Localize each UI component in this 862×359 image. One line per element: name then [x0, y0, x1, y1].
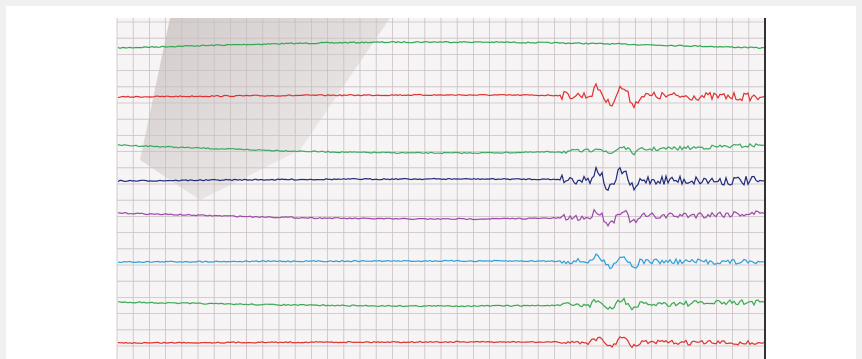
paper-grid [117, 18, 765, 359]
page: (() => { const ns = 'http://www.w3.org/2… [0, 0, 862, 359]
recording-image [0, 0, 862, 359]
